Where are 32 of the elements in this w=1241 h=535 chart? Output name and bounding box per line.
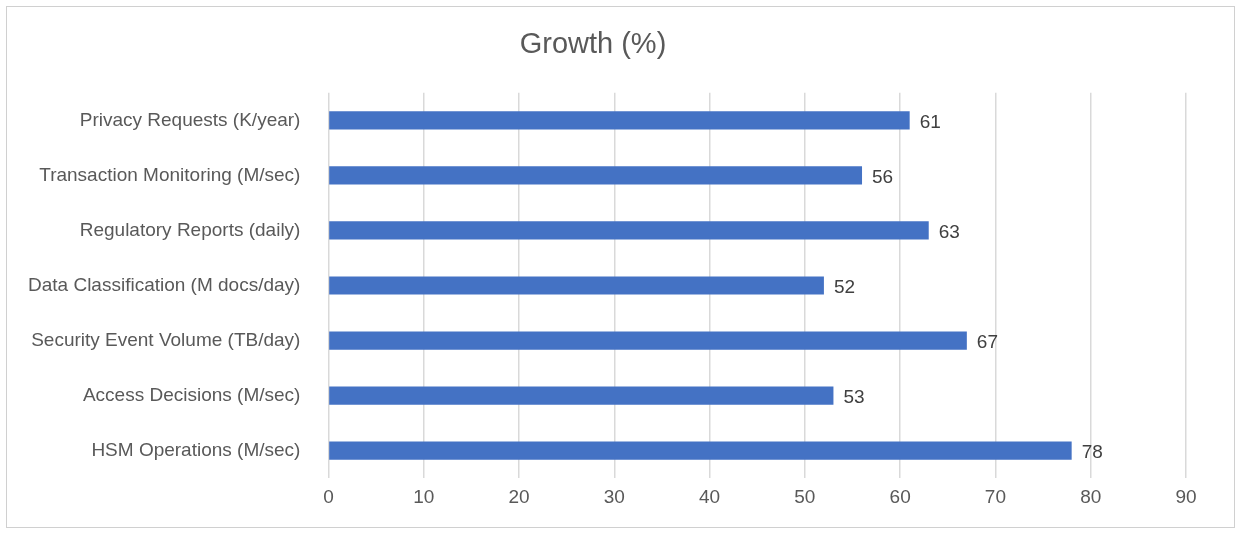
chart-title: Growth (%) [519, 27, 667, 60]
data-label: 61 [919, 110, 941, 132]
data-label: 67 [976, 330, 998, 352]
y-tick-label: Regulatory Reports (daily) [79, 218, 301, 240]
x-tick-label: 70 [984, 485, 1006, 507]
y-tick-label: Access Decisions (M/sec) [82, 383, 301, 405]
bar [329, 221, 929, 240]
bar [329, 276, 824, 295]
x-tick-label: 30 [603, 485, 625, 507]
bar [329, 386, 834, 405]
x-tick-label: 40 [699, 485, 721, 507]
x-tick-label: 90 [1175, 485, 1197, 507]
x-tick-label: 80 [1080, 485, 1102, 507]
y-tick-label: HSM Operations (M/sec) [91, 438, 301, 460]
y-tick-label: Data Classification (M docs/day) [27, 273, 301, 295]
x-tick-label: 60 [889, 485, 911, 507]
data-label: 52 [833, 275, 856, 297]
data-label: 56 [872, 165, 894, 187]
y-tick-label: Security Event Volume (TB/day) [31, 328, 301, 350]
bar [329, 331, 967, 350]
data-label: 78 [1081, 440, 1103, 462]
data-label: 63 [938, 220, 960, 242]
bar [329, 166, 863, 185]
bar [329, 441, 1072, 460]
x-tick-label: 50 [794, 485, 816, 507]
x-tick-label: 10 [413, 485, 435, 507]
data-label: 53 [843, 385, 865, 407]
x-tick-label: 0 [323, 485, 334, 507]
y-tick-label: Transaction Monitoring (M/sec) [39, 163, 301, 185]
y-tick-label: Privacy Requests (K/year) [79, 108, 301, 130]
bar [329, 111, 910, 130]
x-tick-label: 20 [508, 485, 530, 507]
